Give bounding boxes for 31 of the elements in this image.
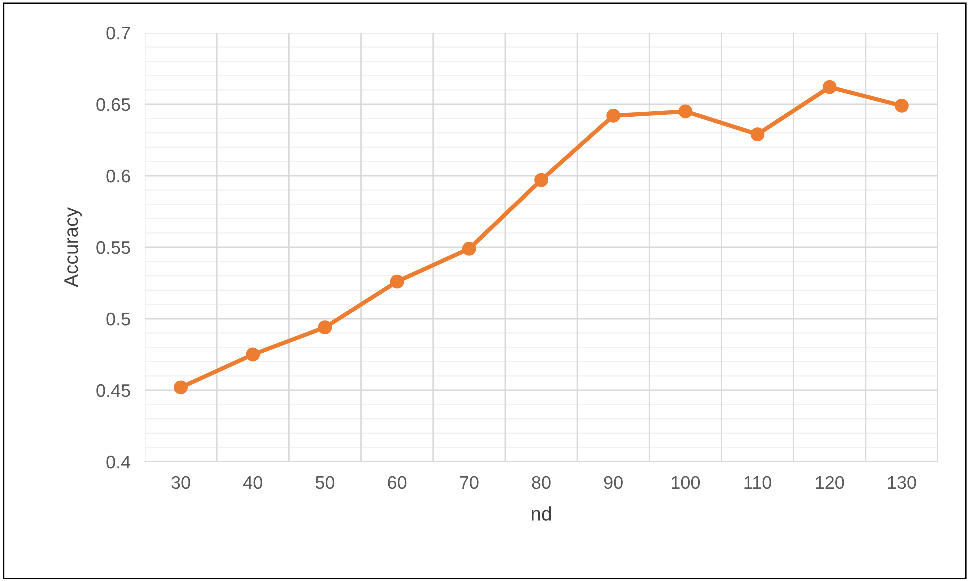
y-tick-label: 0.7 bbox=[106, 26, 130, 40]
x-tick-label: 130 bbox=[888, 476, 916, 490]
point bbox=[174, 380, 188, 395]
point bbox=[462, 242, 476, 256]
x-tick-label: 50 bbox=[316, 476, 335, 490]
x-axis-title: nd bbox=[532, 506, 552, 521]
y-axis-title: Accuracy bbox=[64, 208, 82, 288]
point bbox=[606, 108, 621, 123]
point bbox=[822, 80, 837, 94]
x-tick-label: 120 bbox=[816, 476, 844, 490]
x-tick-label: 30 bbox=[172, 476, 190, 490]
point bbox=[246, 348, 260, 362]
point bbox=[390, 274, 404, 289]
point bbox=[318, 320, 332, 335]
x-tick-label: 60 bbox=[388, 476, 407, 490]
x-tick-label: 90 bbox=[604, 476, 623, 490]
x-tick-label: 110 bbox=[744, 476, 772, 490]
x-tick-label: 70 bbox=[460, 476, 479, 490]
point bbox=[750, 128, 765, 142]
x-tick-label: 80 bbox=[532, 476, 551, 490]
y-tick-label: 0.65 bbox=[96, 98, 130, 112]
point bbox=[678, 104, 693, 119]
y-tick-label: 0.5 bbox=[106, 312, 130, 326]
y-tick-label: 0.45 bbox=[96, 384, 130, 398]
y-tick-label: 0.6 bbox=[106, 170, 130, 183]
y-tick-label: 0.55 bbox=[96, 241, 130, 254]
x-tick-label: 100 bbox=[672, 476, 700, 490]
point bbox=[895, 98, 909, 113]
y-tick-label: 0.4 bbox=[106, 456, 131, 469]
x-tick-label: 40 bbox=[244, 476, 262, 490]
point bbox=[534, 173, 548, 188]
